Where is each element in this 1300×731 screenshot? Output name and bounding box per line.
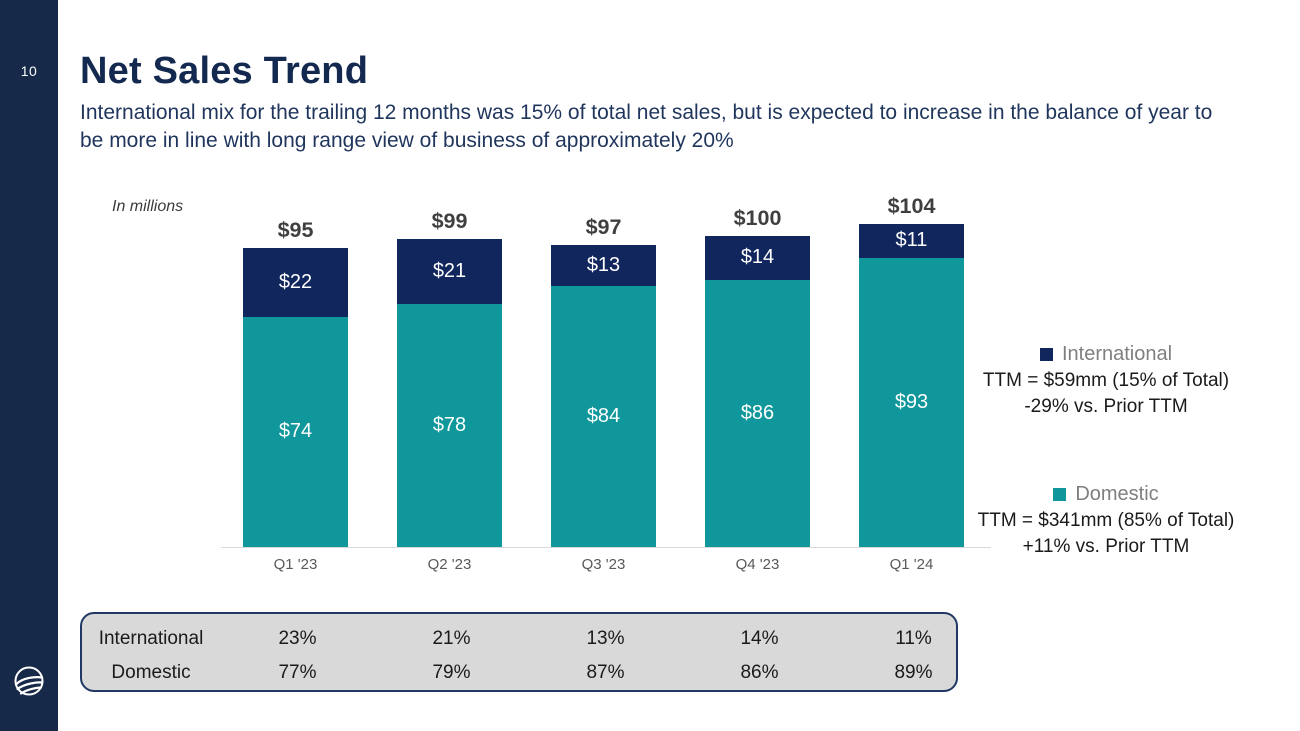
bar-total-label: $97 xyxy=(585,215,622,240)
slide-number: 10 xyxy=(20,63,38,79)
table-cell: 23% xyxy=(278,628,317,649)
page-title: Net Sales Trend xyxy=(80,50,369,92)
domestic-swatch-icon xyxy=(1053,488,1067,501)
legend-domestic: Domestic TTM = $341mm (85% of Total) +11… xyxy=(950,483,1262,558)
bar-total-label: $99 xyxy=(431,209,468,234)
international-swatch-icon xyxy=(1039,348,1053,361)
bar-segment-international: $14 xyxy=(705,236,810,280)
legend-domestic-label: Domestic xyxy=(1075,483,1159,505)
bar-total-label: $100 xyxy=(733,206,782,230)
chart-units-note: In millions xyxy=(112,198,184,215)
table-cell: 89% xyxy=(894,662,933,683)
table-cell: 21% xyxy=(432,628,471,649)
bar-segment-international: $21 xyxy=(397,239,502,305)
table-cell: 86% xyxy=(740,662,779,683)
table-row-label: Domestic xyxy=(111,662,191,683)
bar-segment-domestic: $86 xyxy=(705,279,810,547)
bar-segment-domestic: $84 xyxy=(551,285,656,547)
bar-total-label: $104 xyxy=(887,193,936,218)
bar-segment-international: $13 xyxy=(551,245,656,286)
company-logo-icon xyxy=(14,666,44,696)
table-cell: 11% xyxy=(895,628,932,649)
table-cell: 77% xyxy=(278,662,317,683)
bar-segment-domestic: $93 xyxy=(859,257,964,547)
page-subtitle: International mix for the trailing 12 mo… xyxy=(80,101,1213,152)
x-axis-label: Q4 '23 xyxy=(735,556,780,573)
table-cell: 79% xyxy=(432,662,471,683)
bar-total-label: $95 xyxy=(277,218,314,243)
bar-segment-international: $11 xyxy=(859,223,964,258)
bar-segment-international: $22 xyxy=(243,248,348,317)
mix-percentage-table: International 23% 21% 13% 14% 11% Domestic 77% 7… xyxy=(80,612,958,692)
table-cell: 14% xyxy=(740,628,779,649)
legend-domestic-title: Domestic xyxy=(950,483,1262,506)
legend-international-label: International xyxy=(1061,343,1173,365)
sidebar: 10 xyxy=(0,0,58,731)
x-axis-label: Q3 '23 xyxy=(581,556,626,573)
table-cell: 87% xyxy=(586,662,625,683)
x-axis-label: Q2 '23 xyxy=(427,556,472,573)
table-cell: 13% xyxy=(586,628,625,649)
table-row-label: International xyxy=(98,628,204,649)
x-axis-line xyxy=(221,547,991,548)
legend-international-title: International xyxy=(950,343,1262,366)
legend-domestic-change: +11% vs. Prior TTM xyxy=(1022,536,1190,557)
legend-domestic-ttm: TTM = $341mm (85% of Total) xyxy=(977,510,1235,531)
legend-international: International TTM = $59mm (15% of Total)… xyxy=(950,343,1262,418)
bar-segment-domestic: $74 xyxy=(243,316,348,547)
bar-segment-domestic: $78 xyxy=(397,304,502,547)
x-axis-label: Q1 '23 xyxy=(273,556,318,573)
legend-international-ttm: TTM = $59mm (15% of Total) xyxy=(982,370,1230,391)
x-axis-label: Q1 '24 xyxy=(889,556,934,573)
legend-international-change: -29% vs. Prior TTM xyxy=(1024,396,1188,417)
